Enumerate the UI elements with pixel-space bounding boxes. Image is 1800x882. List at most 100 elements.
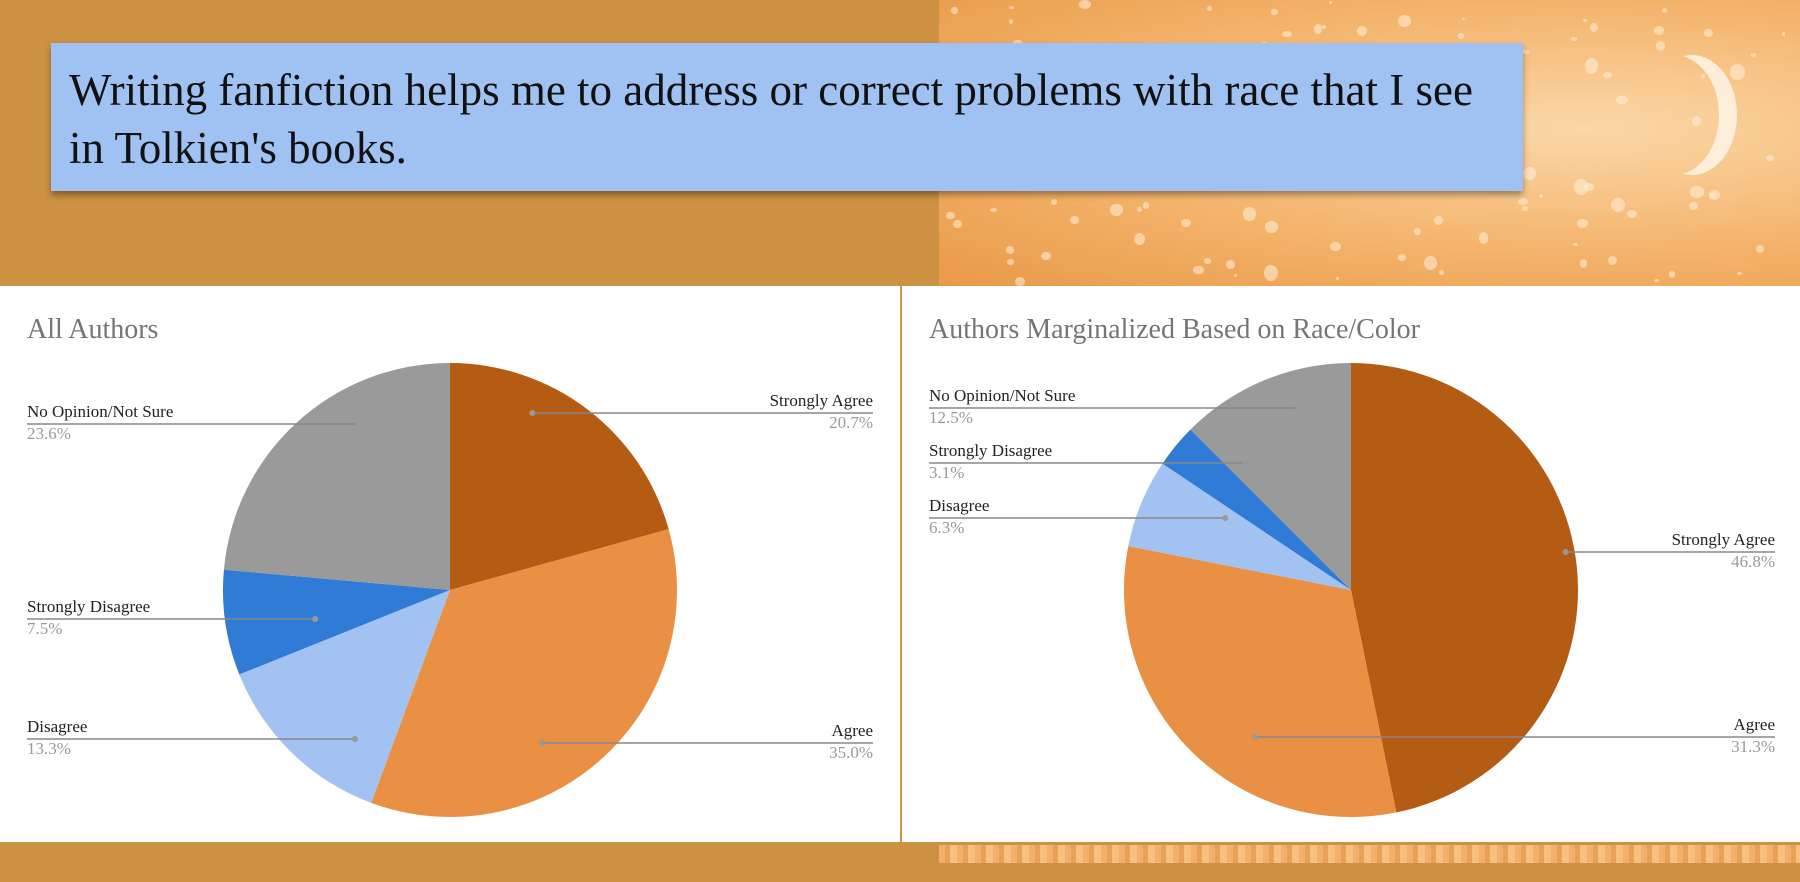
texture-speck [1263, 264, 1278, 281]
pie-chart-all-authors: Strongly Agree 20.7% Agree 35.0% Disagree 13.… [27, 363, 873, 817]
texture-speck [1180, 218, 1191, 228]
leader-dot [1562, 549, 1569, 555]
texture-speck [1582, 18, 1587, 23]
texture-speck [1584, 182, 1595, 192]
texture-speck [1242, 207, 1257, 221]
texture-speck [1015, 277, 1026, 286]
pie-slice-no-opinion-not-sure [1190, 363, 1351, 590]
slice-percent-label: 13.3% [27, 739, 71, 758]
texture-speck [1655, 40, 1666, 52]
texture-speck [1110, 203, 1123, 217]
pie-slice-agree [1124, 546, 1397, 818]
texture-speck [1069, 216, 1080, 225]
slice-label: Strongly Disagree [929, 441, 1052, 460]
texture-speck [1751, 52, 1756, 57]
pie-slice-agree [371, 529, 677, 817]
texture-speck [1439, 270, 1444, 275]
texture-speck [1668, 271, 1675, 278]
question-banner: Writing fanfiction helps me to address o… [51, 43, 1523, 191]
texture-speck [1006, 259, 1014, 266]
pie-slice-strongly-disagree [222, 569, 450, 675]
slice-percent-label: 12.5% [929, 408, 973, 427]
chart-panel-marginalized: Authors Marginalized Based on Race/Color… [902, 286, 1800, 842]
texture-speck [1330, 242, 1341, 252]
leader-dot [312, 616, 319, 622]
texture-speck [1653, 26, 1665, 36]
texture-speck [1654, 278, 1660, 282]
texture-speck [1356, 26, 1367, 37]
slice-percent-label: 46.8% [1731, 552, 1775, 571]
texture-speck [1078, 0, 1092, 9]
slice-percent-label: 7.5% [27, 619, 62, 638]
texture-speck [1397, 253, 1407, 261]
texture-speck [946, 211, 955, 220]
texture-speck [1462, 17, 1466, 21]
texture-speck [1577, 219, 1588, 229]
texture-speck [1522, 166, 1536, 181]
texture-speck [1692, 116, 1701, 127]
texture-speck [1398, 14, 1412, 28]
slice-label: Strongly Agree [770, 391, 873, 410]
texture-speck [1270, 8, 1279, 15]
slice-percent-label: 31.3% [1731, 737, 1775, 756]
texture-speck [1709, 193, 1716, 199]
texture-speck [1627, 210, 1638, 218]
pie-chart-marginalized: Strongly Agree 46.8% Agree 31.3% Disagree 6.3… [929, 363, 1775, 818]
texture-speck [1522, 206, 1528, 212]
texture-speck [1518, 198, 1529, 205]
texture-speck [990, 207, 998, 212]
slice-label: No Opinion/Not Sure [929, 386, 1075, 405]
texture-speck [1413, 228, 1422, 236]
texture-speck [1434, 215, 1444, 226]
texture-speck [1712, 148, 1724, 157]
texture-speck [1136, 207, 1143, 213]
slice-label: Disagree [929, 496, 989, 515]
texture-speck [1608, 256, 1618, 266]
slice-percent-label: 6.3% [929, 518, 964, 537]
texture-speck [1051, 198, 1058, 205]
texture-speck [1134, 232, 1146, 245]
texture-speck [1281, 30, 1293, 38]
leader-dot [1295, 405, 1302, 411]
pie-slice-strongly-disagree [1162, 429, 1351, 590]
pie-slice-strongly-agree [450, 363, 669, 590]
texture-speck [1662, 8, 1667, 13]
texture-speck [1423, 255, 1437, 270]
texture-speck [953, 220, 962, 228]
texture-speck [1005, 246, 1015, 254]
texture-speck [1589, 23, 1599, 32]
texture-speck [1781, 32, 1786, 36]
texture-speck [1700, 74, 1706, 79]
texture-speck [1574, 179, 1589, 196]
texture-speck [1585, 58, 1599, 74]
texture-speck [1335, 277, 1340, 281]
texture-speck [1328, 1, 1332, 4]
texture-speck [1192, 265, 1204, 275]
texture-speck [1009, 19, 1014, 24]
crescent-decoration [1629, 55, 1719, 175]
texture-speck [1458, 33, 1465, 39]
texture-speck [1737, 271, 1743, 275]
texture-speck [1314, 24, 1323, 34]
texture-speck [1008, 5, 1014, 9]
texture-speck [1206, 6, 1213, 11]
texture-speck [1226, 260, 1235, 270]
texture-speck [1523, 49, 1531, 55]
slice-label: Agree [1733, 715, 1775, 734]
texture-speck [1616, 95, 1628, 105]
slice-percent-label: 35.0% [829, 743, 873, 762]
pie-slice-no-opinion-not-sure [223, 363, 450, 590]
texture-speck [1729, 64, 1745, 80]
texture-speck [1603, 71, 1612, 78]
texture-speck [1570, 36, 1577, 42]
texture-speck [1689, 186, 1704, 198]
pie-slice-disagree [1128, 463, 1351, 590]
leader-dot [539, 740, 546, 746]
leader-dot [355, 421, 362, 427]
texture-speck [1539, 194, 1543, 198]
texture-speck [1041, 251, 1051, 260]
slice-percent-label: 23.6% [27, 424, 71, 443]
bottom-texture-strip [939, 845, 1800, 863]
pie-slice-disagree [239, 590, 450, 803]
question-title: Writing fanfiction helps me to address o… [69, 65, 1473, 173]
